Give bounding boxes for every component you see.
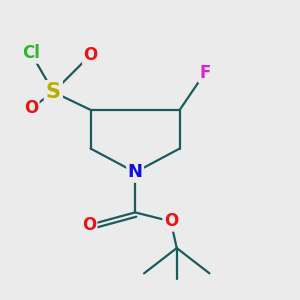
- Text: N: N: [128, 163, 142, 181]
- Text: O: O: [82, 216, 96, 234]
- Text: Cl: Cl: [22, 44, 40, 62]
- Text: F: F: [199, 64, 211, 82]
- Text: O: O: [164, 212, 178, 230]
- Text: O: O: [24, 99, 38, 117]
- Text: O: O: [83, 46, 98, 64]
- Text: S: S: [46, 82, 61, 102]
